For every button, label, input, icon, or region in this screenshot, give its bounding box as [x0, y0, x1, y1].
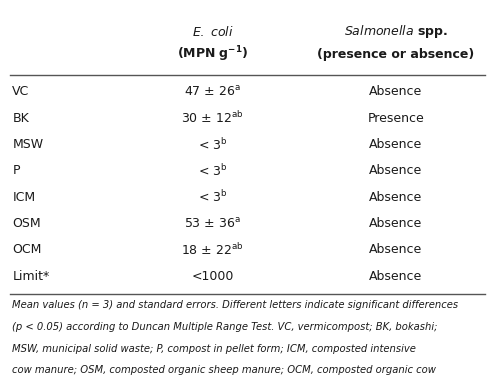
Text: MSW, municipal solid waste; P, compost in pellet form; ICM, composted intensive: MSW, municipal solid waste; P, compost i…	[12, 344, 416, 354]
Text: 30 ± 12$^{\mathregular{ab}}$: 30 ± 12$^{\mathregular{ab}}$	[182, 110, 244, 126]
Text: VC: VC	[12, 86, 30, 98]
Text: 53 ± 36$^{\mathregular{a}}$: 53 ± 36$^{\mathregular{a}}$	[184, 217, 242, 231]
Text: Absence: Absence	[369, 165, 423, 177]
Text: < 3$^{\mathregular{b}}$: < 3$^{\mathregular{b}}$	[198, 189, 228, 205]
Text: $\mathit{Salmonella}$ spp.: $\mathit{Salmonella}$ spp.	[344, 23, 448, 40]
Text: < 3$^{\mathregular{b}}$: < 3$^{\mathregular{b}}$	[198, 136, 228, 153]
Text: Absence: Absence	[369, 138, 423, 151]
Text: BK: BK	[12, 112, 29, 125]
Text: MSW: MSW	[12, 138, 44, 151]
Text: $\mathbf{(MPN\ g^{-1})}$: $\mathbf{(MPN\ g^{-1})}$	[177, 45, 248, 64]
Text: OCM: OCM	[12, 243, 42, 256]
Text: ICM: ICM	[12, 191, 36, 204]
Text: 47 ± 26$^{\mathregular{a}}$: 47 ± 26$^{\mathregular{a}}$	[184, 85, 242, 99]
Text: (presence or absence): (presence or absence)	[317, 48, 475, 61]
Text: Absence: Absence	[369, 191, 423, 204]
Text: Limit*: Limit*	[12, 270, 50, 283]
Text: 18 ± 22$^{\mathregular{ab}}$: 18 ± 22$^{\mathregular{ab}}$	[182, 242, 244, 258]
Text: cow manure; OSM, composted organic sheep manure; OCM, composted organic cow: cow manure; OSM, composted organic sheep…	[12, 365, 436, 375]
Text: Absence: Absence	[369, 270, 423, 283]
Text: $\mathit{E.\ coli}$: $\mathit{E.\ coli}$	[192, 25, 234, 39]
Text: <1000: <1000	[192, 270, 234, 283]
Text: P: P	[12, 165, 20, 177]
Text: Presence: Presence	[368, 112, 424, 125]
Text: < 3$^{\mathregular{b}}$: < 3$^{\mathregular{b}}$	[198, 163, 228, 179]
Text: Absence: Absence	[369, 86, 423, 98]
Text: Absence: Absence	[369, 243, 423, 256]
Text: (p < 0.05) according to Duncan Multiple Range Test. VC, vermicompost; BK, bokash: (p < 0.05) according to Duncan Multiple …	[12, 322, 438, 332]
Text: OSM: OSM	[12, 217, 41, 230]
Text: Mean values (n = 3) and standard errors. Different letters indicate significant : Mean values (n = 3) and standard errors.…	[12, 300, 458, 310]
Text: Absence: Absence	[369, 217, 423, 230]
